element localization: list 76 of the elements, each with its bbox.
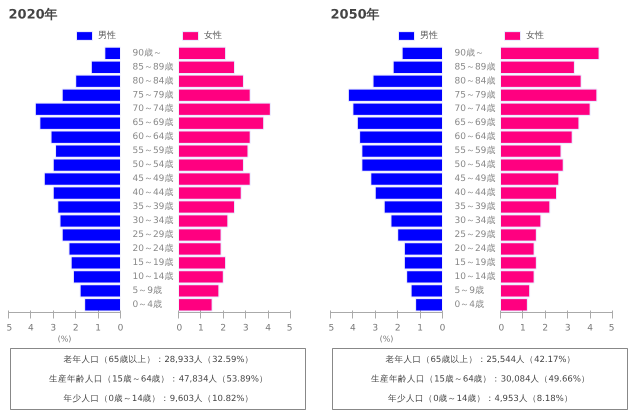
- x-tick-label: 1: [520, 324, 526, 334]
- y-tick-label: 50～54歳: [132, 159, 174, 170]
- x-tick-label: 1: [95, 324, 101, 334]
- x-tick-label: 5: [286, 324, 293, 334]
- text: 老年人口（65歳以上）：28,933人（32.59%）: [64, 354, 254, 366]
- legend-label: 女性: [204, 30, 223, 42]
- y-tick-label: 65～69歳: [132, 117, 174, 128]
- y-tick-label: 5～9歳: [132, 284, 162, 296]
- text: 生産年齢人口（15歳～64歳）：30,084人（49.66%）: [371, 374, 590, 384]
- x-tick-label: 0: [440, 324, 446, 334]
- y-tick-label: 80～84歳: [454, 75, 496, 86]
- x-tick-label: 1: [198, 324, 204, 334]
- x-tick-label: 2: [394, 324, 401, 334]
- y-tick-label: 10～14歳: [132, 270, 174, 282]
- y-tick-label: 25～29歳: [454, 228, 496, 240]
- x-tick-label: 5: [608, 324, 615, 334]
- x-tick-label: 3: [242, 324, 249, 334]
- y-tick-label: 15～19歳: [132, 256, 174, 268]
- y-tick-label: 30～34歳: [132, 214, 174, 226]
- y-tick-label: 80～84歳: [132, 75, 174, 86]
- y-tick-label: 50～54歳: [454, 159, 496, 170]
- text: 生産年齢人口（15歳～64歳）：47,834人（53.89%）: [49, 374, 268, 384]
- y-tick-label: 75～79歳: [454, 89, 496, 100]
- x-tick-label: 4: [350, 324, 356, 334]
- x-tick-label: 2: [72, 324, 79, 334]
- y-tick-label: 15～19歳: [454, 256, 496, 268]
- y-tick-label: 70～74歳: [132, 103, 174, 114]
- x-tick-label: 2: [220, 324, 226, 334]
- text: 老年人口（65歳以上）：25,544人（42.17%）: [386, 354, 576, 366]
- y-tick-label: 35～39歳: [132, 201, 174, 212]
- x-tick-label: 3: [372, 324, 378, 334]
- y-tick-label: 10～14歳: [454, 270, 496, 282]
- y-tick-label: 20～24歳: [132, 242, 174, 254]
- x-tick-label: 5: [6, 324, 12, 334]
- x-tick-label: 4: [28, 324, 34, 334]
- y-tick-label: 20～24歳: [454, 242, 496, 254]
- y-tick-label: 25～29歳: [132, 228, 174, 240]
- x-tick-label: 3: [50, 324, 56, 334]
- x-tick-label: 0: [118, 324, 124, 334]
- text: 年少人口（0歳～14歳）：4,953人（8.18%）: [388, 392, 573, 404]
- y-tick-label: 85～89歳: [454, 61, 496, 72]
- y-tick-label: 35～39歳: [454, 201, 496, 212]
- y-tick-label: 0～4歳: [132, 298, 162, 310]
- y-tick-label: 60～64歳: [132, 131, 174, 142]
- y-tick-label: 30～34歳: [454, 214, 496, 226]
- y-tick-label: 70～74歳: [454, 103, 496, 114]
- x-tick-label: 0: [176, 324, 182, 334]
- x-tick-label: 2: [542, 324, 548, 334]
- x-tick-label: 1: [417, 324, 423, 334]
- legend-label: 女性: [526, 30, 545, 42]
- y-tick-label: 55～59歳: [454, 145, 496, 156]
- y-tick-label: 55～59歳: [132, 145, 174, 156]
- chart-title: 2050年: [330, 8, 380, 22]
- y-tick-label: 40～44歳: [454, 187, 496, 198]
- x-tick-label: 3: [564, 324, 571, 334]
- y-tick-label: 40～44歳: [132, 187, 174, 198]
- y-tick-label: 65～69歳: [454, 117, 496, 128]
- y-tick-label: 5～9歳: [454, 284, 484, 296]
- y-tick-label: 75～79歳: [132, 89, 174, 100]
- x-axis-title: (%): [380, 334, 394, 344]
- y-tick-label: 45～49歳: [132, 173, 174, 184]
- x-tick-label: 4: [587, 324, 594, 334]
- y-tick-label: 85～89歳: [132, 61, 174, 72]
- legend-label: 男性: [420, 30, 439, 42]
- x-axis-title: (%): [58, 334, 72, 344]
- y-tick-label: 90歳～: [132, 47, 162, 58]
- y-tick-label: 0～4歳: [454, 298, 484, 310]
- text: 年少人口（0歳～14歳）：9,603人（10.82%）: [64, 392, 254, 404]
- x-tick-label: 0: [498, 324, 504, 334]
- y-tick-label: 45～49歳: [454, 173, 496, 184]
- x-tick-label: 4: [265, 324, 272, 334]
- y-tick-label: 60～64歳: [454, 131, 496, 142]
- legend-label: 男性: [98, 30, 117, 42]
- chart-title: 2020年: [8, 8, 58, 22]
- y-tick-label: 90歳～: [454, 47, 484, 58]
- x-tick-label: 5: [328, 324, 334, 334]
